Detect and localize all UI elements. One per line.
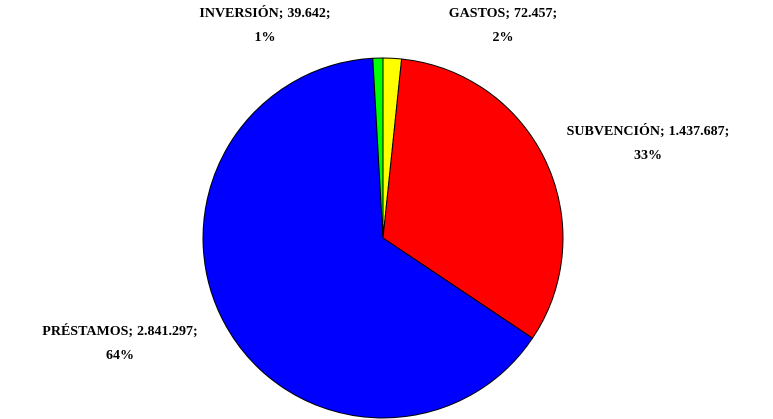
pie-slice [372,57,384,239]
pie-slice [382,58,564,339]
separator: ; [279,6,284,21]
value-label: 2.841.297 [137,324,193,339]
slice-label: INVERSIÓN; 39.642; 1% [199,4,330,45]
separator: ; [553,6,558,21]
category-label: SUBVENCIÓN [567,122,660,139]
slice-label: GASTOS; 72.457; 2% [449,6,557,45]
slice-label: SUBVENCIÓN; 1.437.687; 33% [567,122,730,163]
percent-label: 64% [106,348,134,363]
separator: ; [505,6,510,21]
value-label: 1.437.687 [669,124,725,139]
category-label: INVERSIÓN [199,4,278,21]
separator: ; [326,6,331,21]
separator: ; [725,124,730,139]
category-label: PRÉSTAMOS [42,322,128,339]
separator: ; [128,324,133,339]
separator: ; [660,124,665,139]
pie-slice [202,57,534,419]
percent-label: 2% [493,30,514,45]
separator: ; [193,324,198,339]
value-label: 72.457 [514,6,553,21]
percent-label: 1% [255,30,276,45]
category-label: GASTOS [449,6,506,21]
slice-label: PRÉSTAMOS; 2.841.297; 64% [42,322,197,363]
value-label: 39.642 [287,6,326,21]
percent-label: 33% [634,148,662,163]
